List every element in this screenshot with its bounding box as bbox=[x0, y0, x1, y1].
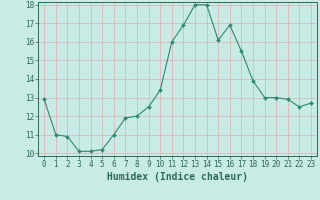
X-axis label: Humidex (Indice chaleur): Humidex (Indice chaleur) bbox=[107, 172, 248, 182]
